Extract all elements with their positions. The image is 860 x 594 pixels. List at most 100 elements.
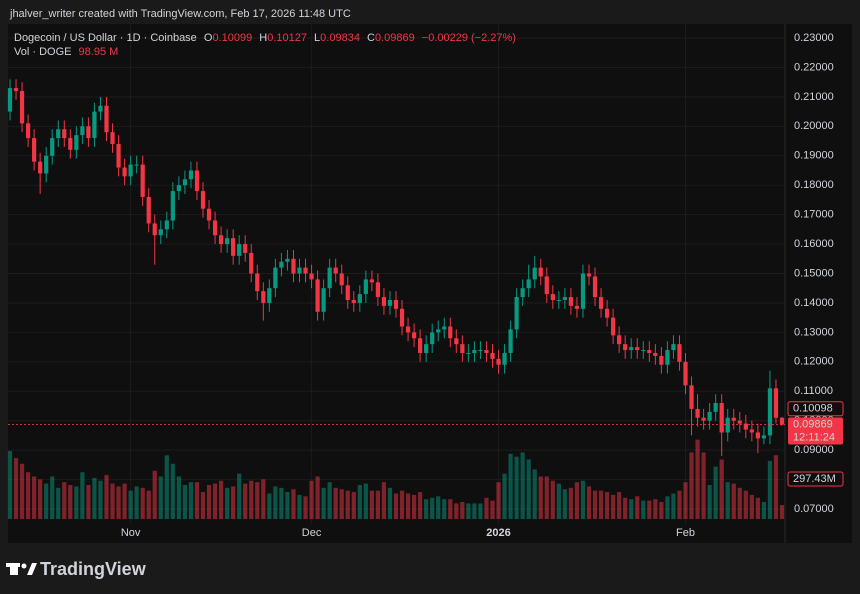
candle-body bbox=[454, 338, 459, 345]
volume-bar bbox=[544, 476, 549, 519]
candle-body bbox=[44, 155, 49, 174]
candle-body bbox=[134, 164, 139, 166]
volume-bar bbox=[345, 490, 350, 519]
volume-bar bbox=[200, 492, 206, 519]
volume-bar bbox=[194, 482, 200, 519]
volume-bar bbox=[110, 483, 115, 519]
candle-body bbox=[743, 423, 748, 430]
volume-bar bbox=[514, 456, 519, 519]
volume-bar bbox=[164, 455, 169, 519]
volume-bar bbox=[635, 496, 640, 519]
volume-bar bbox=[86, 485, 91, 519]
y-tick-label: 0.13000 bbox=[794, 326, 834, 338]
candle-body bbox=[713, 403, 718, 412]
volume-bar bbox=[327, 482, 332, 519]
last-price-box bbox=[788, 417, 843, 445]
volume-bar bbox=[212, 483, 218, 519]
candle-body bbox=[381, 297, 387, 306]
candle-body bbox=[623, 344, 628, 351]
candle-body bbox=[7, 88, 13, 112]
candle-body bbox=[357, 294, 362, 303]
candle-body bbox=[405, 326, 411, 333]
volume-bar bbox=[478, 503, 483, 519]
high-value: 0.10127 bbox=[267, 32, 307, 44]
volume-bar bbox=[592, 490, 598, 519]
candle-body bbox=[490, 352, 495, 359]
candle-body bbox=[665, 350, 670, 365]
candle-body bbox=[267, 288, 272, 303]
volume-bar bbox=[381, 482, 387, 519]
candle-body bbox=[496, 358, 501, 365]
candle-body bbox=[243, 244, 248, 253]
candle-body bbox=[484, 350, 489, 353]
candle-body bbox=[611, 317, 616, 336]
volume-legend: Vol · DOGE 98.95 M bbox=[14, 46, 118, 58]
volume-bar bbox=[779, 504, 785, 519]
candle-body bbox=[225, 238, 230, 245]
candle-body bbox=[56, 129, 61, 139]
y-tick-label: 0.21000 bbox=[794, 91, 834, 103]
volume-bar bbox=[617, 492, 622, 519]
volume-bar bbox=[309, 480, 314, 519]
candle-body bbox=[315, 279, 320, 312]
volume-bar bbox=[273, 486, 278, 519]
volume-bar bbox=[731, 483, 736, 519]
volume-bar bbox=[586, 486, 592, 519]
volume-bar bbox=[56, 487, 61, 519]
candle-body bbox=[749, 429, 754, 433]
volume-bar bbox=[140, 487, 145, 519]
candle-body bbox=[152, 223, 157, 236]
candle-body bbox=[448, 326, 453, 339]
volume-bar bbox=[683, 482, 688, 519]
volume-bar bbox=[743, 490, 748, 519]
candle-body bbox=[92, 111, 97, 139]
volume-bar bbox=[158, 476, 163, 519]
volume-bar bbox=[13, 458, 19, 519]
candle-body bbox=[32, 138, 37, 162]
candle-body bbox=[345, 285, 350, 300]
volume-bar bbox=[206, 485, 212, 519]
candle-body bbox=[38, 161, 43, 174]
volume-bar bbox=[19, 463, 25, 519]
candle-body bbox=[430, 332, 435, 345]
candle-body bbox=[194, 170, 200, 192]
volume-bar bbox=[321, 487, 326, 519]
volume-bar bbox=[677, 490, 682, 519]
close-value: 0.09869 bbox=[375, 32, 415, 44]
volume-bar bbox=[574, 482, 580, 519]
candle-body bbox=[617, 335, 622, 345]
candle-body bbox=[50, 138, 55, 156]
x-tick-label: 2026 bbox=[486, 527, 510, 539]
logo-dot bbox=[21, 563, 27, 569]
candle-body bbox=[460, 344, 465, 353]
volume-bar bbox=[399, 490, 405, 519]
candle-body bbox=[532, 267, 537, 280]
volume-bar bbox=[520, 452, 525, 519]
volume-bar bbox=[580, 480, 586, 519]
open-label: O bbox=[204, 32, 213, 44]
candle-body bbox=[122, 167, 127, 177]
candle-body bbox=[273, 267, 278, 289]
volume-bar bbox=[98, 480, 103, 519]
candle-body bbox=[725, 417, 730, 433]
volume-bar bbox=[508, 453, 513, 519]
candle-body bbox=[629, 347, 634, 351]
change: −0.00229 (−2.27%) bbox=[422, 32, 516, 44]
candle-body bbox=[653, 352, 658, 356]
candle-body bbox=[218, 235, 224, 245]
candle-body bbox=[574, 305, 580, 309]
candle-body bbox=[176, 185, 181, 192]
y-tick-label: 0.18000 bbox=[794, 179, 834, 191]
logo-slash bbox=[27, 563, 37, 575]
attribution: jhalver_writer created with TradingView.… bbox=[9, 8, 351, 20]
volume-bar bbox=[713, 466, 718, 519]
y-tick-label: 0.17000 bbox=[794, 209, 834, 221]
volume-bar bbox=[80, 472, 85, 519]
candle-body bbox=[411, 332, 417, 339]
candle-body bbox=[98, 105, 103, 112]
candle-body bbox=[261, 291, 266, 303]
candle-body bbox=[647, 350, 652, 353]
candle-body bbox=[556, 299, 561, 301]
candle-body bbox=[550, 294, 555, 300]
candle-body bbox=[279, 261, 284, 268]
